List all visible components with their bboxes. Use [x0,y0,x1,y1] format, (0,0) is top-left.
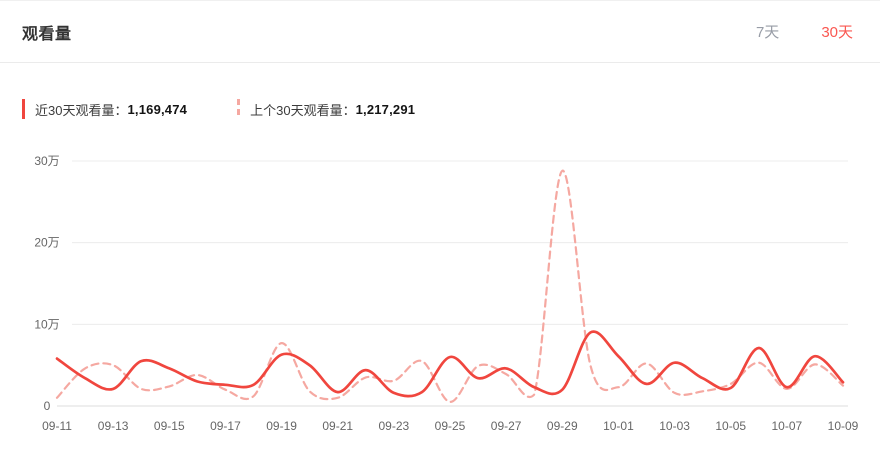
y-axis-tick-label: 20万 [34,236,59,250]
chart-legend: 近30天观看量： 1,169,474 上个30天观看量： 1,217,291 [22,99,415,119]
series-line-dashed [55,169,845,403]
y-axis-tick-label: 0 [44,399,51,413]
x-axis-tick-label: 09-27 [491,419,522,433]
x-axis-tick-label: 09-13 [98,419,129,433]
x-axis-tick-label: 09-25 [435,419,466,433]
x-axis-tick-label: 10-03 [659,419,690,433]
x-axis-tick-label: 09-29 [547,419,578,433]
x-axis-tick-label: 09-17 [210,419,241,433]
legend-item-current-30-days: 近30天观看量： 1,169,474 [22,99,187,119]
legend-value: 1,169,474 [127,101,188,117]
x-axis-tick-label: 10-07 [772,419,803,433]
x-axis-tick-label: 09-11 [42,419,72,433]
x-axis-tick-label: 09-19 [266,419,297,433]
page-title: 观看量 [22,25,72,43]
legend-label: 近30天观看量： [35,102,128,118]
x-axis-tick-label: 09-23 [379,419,410,433]
dashed-line-marker-icon [237,99,241,119]
solid-line-marker-icon [22,99,25,119]
tab-30-days[interactable]: 30天 [821,24,853,41]
legend-item-previous-30-days: 上个30天观看量： 1,217,291 [237,99,415,119]
legend-value: 1,217,291 [355,101,416,117]
x-axis-tick-label: 09-21 [322,419,353,433]
x-axis-tick-label: 10-09 [828,419,859,433]
series-line-solid [55,330,845,398]
x-axis-tick-label: 09-15 [154,419,185,433]
legend-label: 上个30天观看量： [250,102,356,118]
tab-7-days[interactable]: 7天 [755,24,780,41]
y-axis-tick-label: 30万 [34,154,59,168]
y-axis-tick-label: 10万 [34,317,59,331]
x-axis-tick-label: 10-05 [715,419,746,433]
x-axis-tick-label: 10-01 [603,419,634,433]
card-header: 观看量 7天 30天 [0,1,880,63]
range-tabs: 7天 30天 [756,21,853,42]
